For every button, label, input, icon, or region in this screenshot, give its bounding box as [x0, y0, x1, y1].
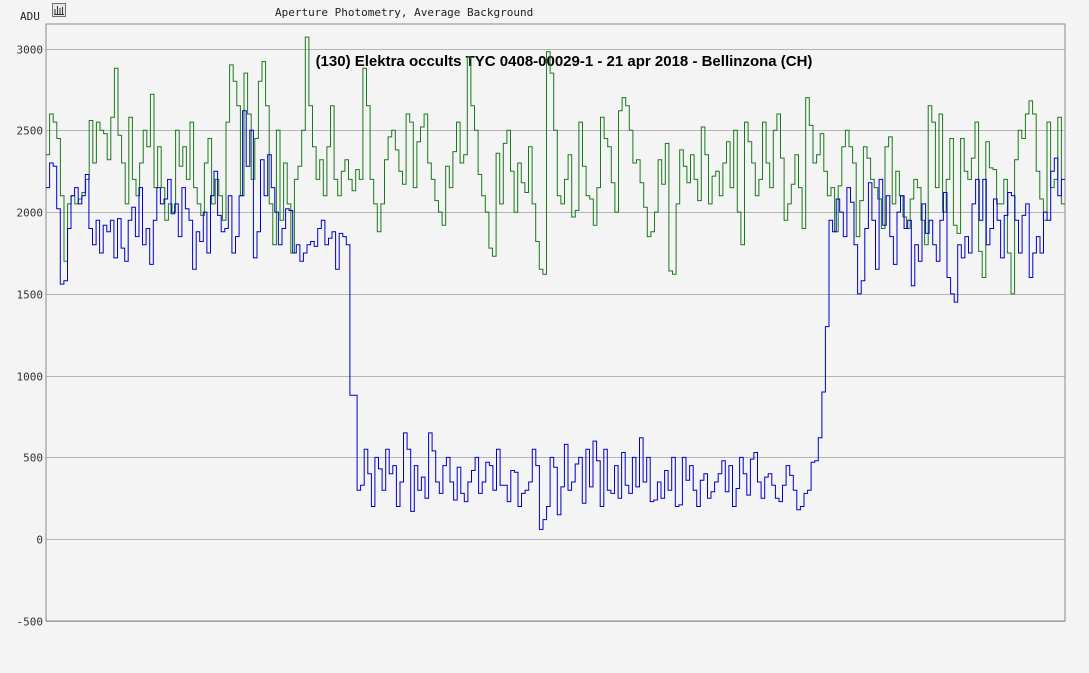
y-tick-label: -500 — [17, 616, 44, 629]
y-tick-label: 1000 — [17, 371, 44, 384]
y-tick-label: 2500 — [17, 125, 44, 138]
y-unit-label: ADU — [20, 10, 40, 23]
y-tick-label: 2000 — [17, 207, 44, 220]
plot-frame — [45, 23, 1066, 622]
gridlines — [46, 49, 1065, 622]
y-tick-label: 500 — [23, 452, 43, 465]
series-line-2 — [46, 36, 1065, 295]
y-tick-label: 0 — [36, 534, 43, 547]
series-line-1 — [46, 110, 1065, 530]
chart-settings-icon[interactable] — [52, 3, 66, 17]
y-tick-label: 3000 — [17, 44, 44, 57]
chart-caption: Aperture Photometry, Average Background — [275, 6, 533, 19]
chart-title: (130) Elektra occults TYC 0408-00029-1 -… — [316, 53, 813, 70]
y-tick-label: 1500 — [17, 289, 44, 302]
y-tick-labels: 3000 2500 2000 1500 1000 500 0 -500 — [17, 44, 44, 629]
series-lines — [46, 36, 1065, 530]
